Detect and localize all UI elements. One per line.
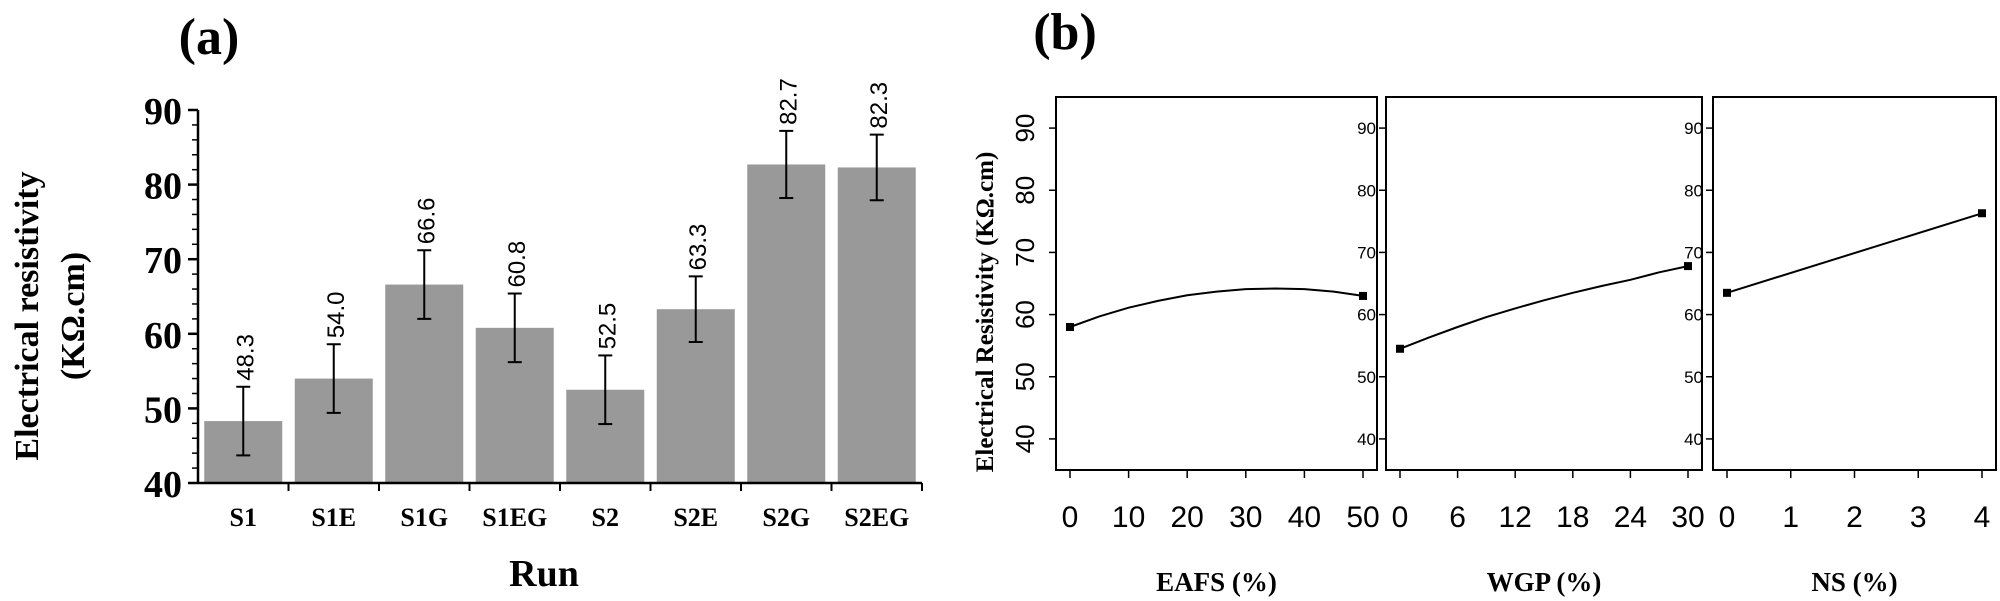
y-tick-label: 40 — [1357, 430, 1376, 449]
subplot-frame — [1055, 96, 1378, 471]
effect-line — [1399, 265, 1689, 350]
x-tick-label: 50 — [1346, 501, 1379, 534]
y-tick-label: 60 — [1684, 306, 1703, 325]
value-label-s1g: 66.6 — [413, 198, 440, 245]
y-tick-label: 80 — [1010, 176, 1040, 205]
x-tick-label: 24 — [1614, 501, 1647, 534]
x-tick-label-s2e: S2E — [673, 503, 718, 532]
x-tick-label: 4 — [1974, 501, 1991, 534]
panel-b-main-effects-plot: (b) Electrical Resistivity (KΩ.cm) 40506… — [972, 4, 1997, 597]
x-tick-label-s1: S1 — [230, 503, 257, 532]
y-tick-label: 60 — [144, 315, 182, 357]
x-tick-label-s2: S2 — [592, 503, 619, 532]
y-tick-label: 50 — [1010, 362, 1040, 391]
bar-s2eg — [837, 167, 916, 483]
y-tick-label: 40 — [1010, 424, 1040, 453]
data-point — [1359, 291, 1367, 300]
panel-a-y-axis-label: Electrical resistivity — [9, 171, 46, 460]
x-axis-label: WGP (%) — [1487, 567, 1602, 597]
subplot-ns: 40 50 60 70 80 90 0 1 2 3 4 NS (%) — [1684, 96, 1997, 597]
x-tick-label: 6 — [1449, 501, 1466, 534]
x-tick-label-s1g: S1G — [400, 503, 448, 532]
x-tick-label: 0 — [1062, 501, 1079, 534]
y-tick-label: 90 — [1684, 119, 1703, 138]
data-point — [1684, 262, 1692, 271]
panel-a-y-ticks: 40 50 60 70 80 90 — [144, 91, 198, 506]
panel-a-label: (a) — [179, 9, 240, 66]
panel-a-y-axis-unit: (KΩ.cm) — [55, 252, 92, 380]
panel-a-bar-chart: (a) Electrical resistivity (KΩ.cm) 40 50 6… — [9, 9, 923, 595]
value-label-s2e: 63.3 — [685, 224, 712, 271]
x-tick-label: 0 — [1392, 501, 1409, 534]
y-tick-label: 90 — [1010, 114, 1040, 143]
y-tick-label: 60 — [1357, 306, 1376, 325]
value-label-s2g: 82.7 — [775, 78, 802, 125]
subplot-frame — [1385, 96, 1703, 471]
y-tick-label: 70 — [1684, 243, 1703, 262]
y-tick-label: 70 — [1010, 238, 1040, 267]
subplot-wgp: 40 50 60 70 80 90 0 6 12 18 24 30 WGP (%) — [1357, 96, 1705, 597]
data-point — [1396, 344, 1404, 353]
x-axis-label: EAFS (%) — [1156, 567, 1277, 597]
panel-a-error-bars — [236, 129, 884, 457]
y-tick-label: 90 — [144, 91, 182, 133]
x-tick-label: 10 — [1112, 501, 1145, 534]
x-tick-label-s2eg: S2EG — [844, 503, 909, 532]
panel-b-label: (b) — [1033, 4, 1097, 61]
x-tick-label: 40 — [1288, 501, 1321, 534]
y-tick-label: 40 — [144, 464, 182, 506]
y-tick-label: 80 — [1684, 181, 1703, 200]
x-tick-label-s1e: S1E — [311, 503, 356, 532]
value-label-s1eg: 60.8 — [504, 241, 531, 288]
value-label-s1e: 54.0 — [323, 292, 350, 339]
y-tick-label: 70 — [1357, 243, 1376, 262]
y-tick-label: 90 — [1357, 119, 1376, 138]
x-tick-label-s2g: S2G — [762, 503, 810, 532]
panel-a-bars — [204, 164, 916, 483]
value-label-s2eg: 82.3 — [866, 82, 893, 129]
y-tick-label: 80 — [1357, 181, 1376, 200]
effect-line — [1069, 287, 1364, 328]
panel-a-x-axis-label: Run — [509, 553, 579, 595]
bar-s2g — [747, 164, 826, 483]
x-tick-label: 12 — [1499, 501, 1532, 534]
data-point — [1978, 209, 1986, 218]
x-tick-label: 3 — [1910, 501, 1927, 534]
x-tick-label: 20 — [1171, 501, 1204, 534]
y-tick-label: 50 — [1684, 368, 1703, 387]
effect-line — [1726, 212, 1983, 294]
x-tick-label: 18 — [1556, 501, 1589, 534]
panel-a-value-labels: 48.3 54.0 66.6 60.8 52.5 63.3 82.7 82.3 — [232, 78, 893, 381]
y-tick-label: 40 — [1684, 430, 1703, 449]
value-label-s2: 52.5 — [594, 303, 621, 350]
subplot-eafs: 40 50 60 70 80 90 0 10 20 30 40 50 EAFS (%) — [1010, 96, 1380, 597]
panel-b-y-axis-label: Electrical Resistivity (KΩ.cm) — [972, 152, 999, 473]
panel-a-x-ticks: S1 S1E S1G S1EG S2 S2E S2G S2EG — [230, 483, 923, 532]
value-label-s1: 48.3 — [232, 334, 259, 381]
data-point — [1066, 323, 1074, 332]
y-tick-label: 70 — [144, 240, 182, 282]
x-tick-label: 30 — [1671, 501, 1704, 534]
x-tick-label-s1eg: S1EG — [482, 503, 547, 532]
x-axis-label: NS (%) — [1811, 567, 1897, 597]
x-tick-label: 1 — [1782, 501, 1799, 534]
y-tick-label: 50 — [144, 389, 182, 431]
x-tick-label: 30 — [1229, 501, 1262, 534]
y-tick-label: 80 — [144, 166, 182, 208]
data-point — [1723, 288, 1731, 297]
y-tick-label: 50 — [1357, 368, 1376, 387]
y-tick-label: 60 — [1010, 300, 1040, 329]
x-tick-label: 2 — [1846, 501, 1863, 534]
x-tick-label: 0 — [1719, 501, 1736, 534]
